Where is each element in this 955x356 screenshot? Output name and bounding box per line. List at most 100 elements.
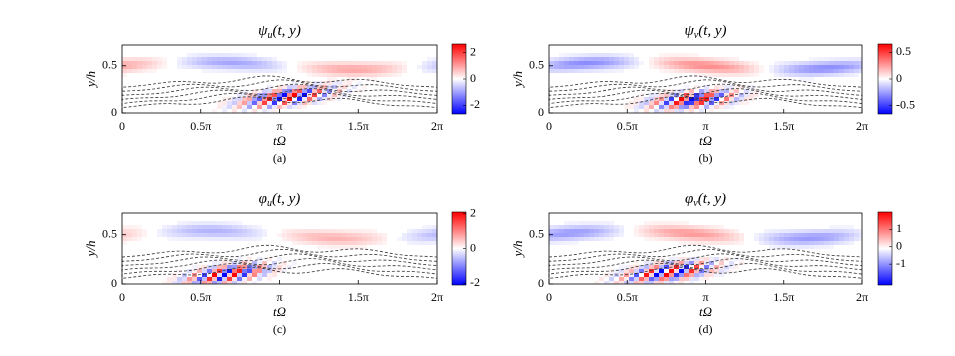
- field-cell: [669, 101, 674, 105]
- field-cell: [367, 73, 372, 77]
- field-cell: [177, 229, 182, 233]
- field-cell: [422, 241, 427, 245]
- field-cell: [307, 229, 312, 233]
- field-cell: [614, 61, 619, 65]
- field-cell: [704, 73, 709, 77]
- field-cell: [594, 233, 599, 237]
- field-cell: [187, 277, 192, 281]
- field-cell: [584, 61, 589, 65]
- field-cell: [177, 233, 182, 237]
- field-cell: [714, 265, 719, 269]
- field-cell: [237, 265, 242, 269]
- field-cell: [392, 73, 397, 77]
- y-tick-label: 0: [111, 105, 117, 119]
- field-cell: [709, 101, 714, 105]
- x-tick-label: 2π: [856, 119, 868, 133]
- field-cell: [267, 65, 272, 69]
- field-cell: [362, 233, 367, 237]
- field-cell: [257, 69, 262, 73]
- field-cell: [694, 97, 699, 101]
- field-cell: [654, 265, 659, 269]
- field-cell: [649, 93, 654, 97]
- field-cell: [599, 277, 604, 281]
- field-cell: [694, 65, 699, 69]
- caption: (c): [273, 322, 286, 336]
- field-cell: [809, 61, 814, 65]
- field-cell: [809, 237, 814, 241]
- field-cell: [217, 261, 222, 265]
- field-cell: [272, 101, 277, 105]
- field-cell: [277, 269, 282, 273]
- field-cell: [584, 65, 589, 69]
- x-tick-label: 1.5π: [348, 290, 369, 304]
- field-cell: [327, 241, 332, 245]
- field-cell: [689, 97, 694, 101]
- field-cell: [739, 93, 744, 97]
- colorbar-tick-label: 1: [896, 221, 902, 235]
- field-cell: [719, 273, 724, 277]
- field-cell: [619, 61, 624, 65]
- field-cell: [664, 237, 669, 241]
- field-cell: [654, 61, 659, 65]
- field-cell: [664, 57, 669, 61]
- colorbar-tick-label: 0: [896, 239, 902, 253]
- field-cell: [142, 61, 147, 65]
- x-tick-label: 0.5π: [617, 290, 638, 304]
- field-cell: [669, 97, 674, 101]
- field-cell: [569, 69, 574, 73]
- field-cell: [669, 233, 674, 237]
- field-cell: [664, 281, 669, 284]
- field-cell: [217, 225, 222, 229]
- field-cell: [192, 229, 197, 233]
- field-cell: [187, 65, 192, 69]
- field-cell: [824, 229, 829, 233]
- x-axis-label: tΩ: [273, 133, 286, 148]
- field-cell: [237, 233, 242, 237]
- field-cell: [262, 93, 267, 97]
- field-cell: [207, 233, 212, 237]
- field-cell: [839, 57, 844, 61]
- field-cell: [152, 65, 157, 69]
- field-cell: [252, 229, 257, 233]
- field-cell: [257, 229, 262, 233]
- field-cell: [207, 221, 212, 225]
- field-cell: [337, 229, 342, 233]
- caption: (d): [699, 322, 713, 336]
- field-cell: [564, 221, 569, 225]
- field-cell: [327, 77, 332, 81]
- field-cell: [342, 241, 347, 245]
- field-cell: [327, 61, 332, 65]
- field-cell: [779, 233, 784, 237]
- field-cell: [337, 65, 342, 69]
- field-cell: [664, 93, 669, 97]
- field-cell: [834, 237, 839, 241]
- field-cell: [689, 273, 694, 277]
- field-cell: [629, 57, 634, 61]
- field-cell: [187, 233, 192, 237]
- field-cell: [232, 229, 237, 233]
- field-cell: [267, 93, 272, 97]
- field-cell: [232, 221, 237, 225]
- field-cell: [789, 233, 794, 237]
- field-cell: [367, 69, 372, 73]
- field-cell: [674, 89, 679, 93]
- field-cell: [352, 69, 357, 73]
- field-cell: [719, 61, 724, 65]
- field-cell: [784, 65, 789, 69]
- field-cell: [704, 277, 709, 281]
- field-cell: [734, 237, 739, 241]
- x-axis-label: tΩ: [273, 304, 286, 319]
- field-cell: [644, 281, 649, 284]
- field-cell: [564, 53, 569, 57]
- field-cell: [809, 57, 814, 61]
- y-axis-label: y/h: [510, 241, 525, 259]
- field-cell: [659, 257, 664, 261]
- x-tick-label: π: [702, 290, 708, 304]
- field-cell: [729, 69, 734, 73]
- contour-line: [548, 244, 863, 282]
- field-cell: [599, 65, 604, 69]
- field-cell: [422, 233, 427, 237]
- field-cell: [679, 105, 684, 109]
- field-cell: [157, 57, 162, 61]
